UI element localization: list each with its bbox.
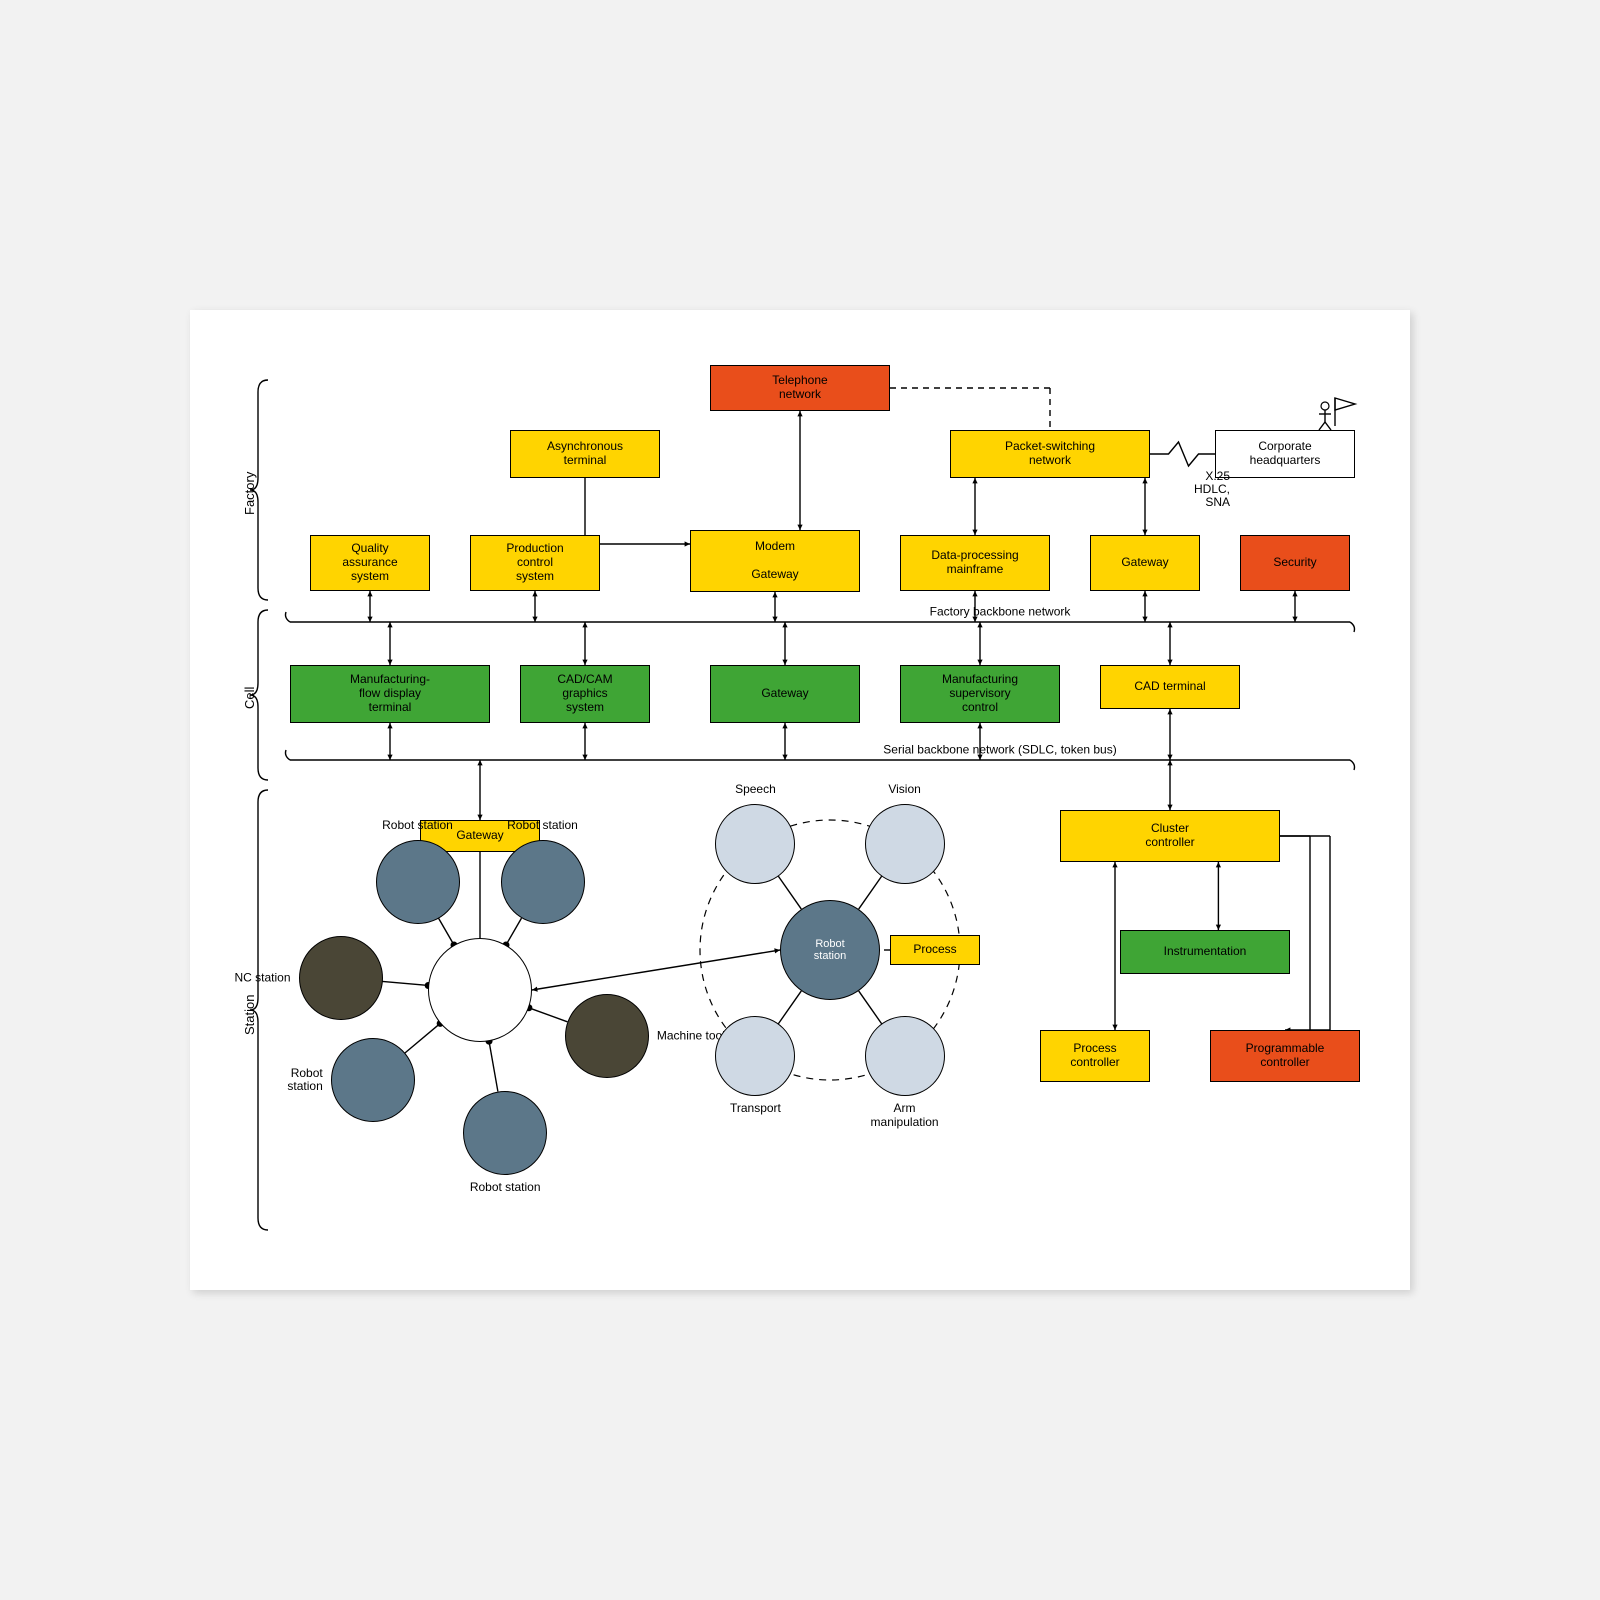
label-r2b-lbl: Vision (888, 782, 920, 795)
circle-ring1-hub (428, 938, 532, 1042)
node-gw1: Gateway (1090, 535, 1200, 591)
node-label: Manufacturing- flow display terminal (350, 673, 430, 714)
node-label: Telephone network (772, 374, 827, 402)
node-label: Security (1273, 556, 1316, 570)
circle-r2d (715, 1016, 795, 1096)
node-mfg_sup: Manufacturing supervisory control (900, 665, 1060, 723)
node-label: Asynchronous terminal (547, 440, 623, 468)
diagram-page: Factory Cell Station Telephone network Async… (190, 310, 1410, 1290)
label-r2a-lbl: Speech (735, 782, 776, 795)
node-cluster: Cluster controller (1060, 810, 1280, 862)
node-label: Process controller (1070, 1042, 1119, 1070)
node-label: Production control system (506, 542, 563, 583)
node-label: Process (913, 943, 956, 957)
label-r2c-lbl: Arm manipulation (871, 1102, 939, 1128)
node-label: Data-processing mainframe (931, 549, 1018, 577)
label-r2d-lbl: Transport (730, 1102, 781, 1115)
node-label: Gateway (456, 829, 503, 843)
circle-r1b (501, 840, 585, 924)
node-label: Corporate headquarters (1250, 440, 1321, 468)
label-r1b-lbl: Robot station (507, 819, 578, 832)
section-label-cell: Cell (242, 687, 257, 709)
circle-r1c (565, 994, 649, 1078)
node-prog_ctrl: Programmable controller (1210, 1030, 1360, 1082)
circle-label: Robot station (814, 938, 846, 962)
circle-r1f (299, 936, 383, 1020)
label-r1d-lbl: Robot station (470, 1181, 541, 1194)
node-label: Packet-switching network (1005, 440, 1095, 468)
label-bb-serial_bb: Serial backbone network (SDLC, token bus… (883, 743, 1116, 756)
circle-r2c (865, 1016, 945, 1096)
label-x25: X.25 HDLC, SNA (1194, 470, 1230, 510)
node-cadcam: CAD/CAM graphics system (520, 665, 650, 723)
label-r1f-lbl: NC station (235, 971, 291, 984)
label-r1a-lbl: Robot station (382, 819, 453, 832)
node-label: Cluster controller (1145, 822, 1194, 850)
circle-r1d (463, 1091, 547, 1175)
circle-r2a (715, 804, 795, 884)
node-dpm: Data-processing mainframe (900, 535, 1050, 591)
node-proc_ctrl: Process controller (1040, 1030, 1150, 1082)
node-security: Security (1240, 535, 1350, 591)
node-label: Modem Gateway (751, 540, 798, 581)
circle-r2b (865, 804, 945, 884)
circle-r1a (376, 840, 460, 924)
node-telephone: Telephone network (710, 365, 890, 411)
node-modem: Modem Gateway (690, 530, 860, 592)
label-r1e-lbl: Robot station (287, 1067, 322, 1093)
node-instr: Instrumentation (1120, 930, 1290, 974)
section-label-station: Station (242, 994, 257, 1034)
node-cad_term: CAD terminal (1100, 665, 1240, 709)
label-r1c-lbl: Machine tool (657, 1030, 725, 1043)
node-label: Instrumentation (1164, 945, 1247, 959)
circle-ring2-hub: Robot station (780, 900, 880, 1000)
label-bb-factory_bb: Factory backbone network (930, 605, 1071, 618)
node-prod: Production control system (470, 535, 600, 591)
node-label: CAD terminal (1134, 680, 1205, 694)
node-label: Gateway (761, 687, 808, 701)
node-qa: Quality assurance system (310, 535, 430, 591)
section-label-factory: Factory (242, 471, 257, 514)
node-label: Quality assurance system (342, 542, 397, 583)
node-label: CAD/CAM graphics system (557, 673, 612, 714)
node-corp: Corporate headquarters (1215, 430, 1355, 478)
node-gw2: Gateway (710, 665, 860, 723)
node-process: Process (890, 935, 980, 965)
node-mfg_disp: Manufacturing- flow display terminal (290, 665, 490, 723)
node-label: Manufacturing supervisory control (942, 673, 1018, 714)
node-packet: Packet-switching network (950, 430, 1150, 478)
circle-r1e (331, 1038, 415, 1122)
node-label: Programmable controller (1246, 1042, 1325, 1070)
node-async: Asynchronous terminal (510, 430, 660, 478)
node-label: Gateway (1121, 556, 1168, 570)
